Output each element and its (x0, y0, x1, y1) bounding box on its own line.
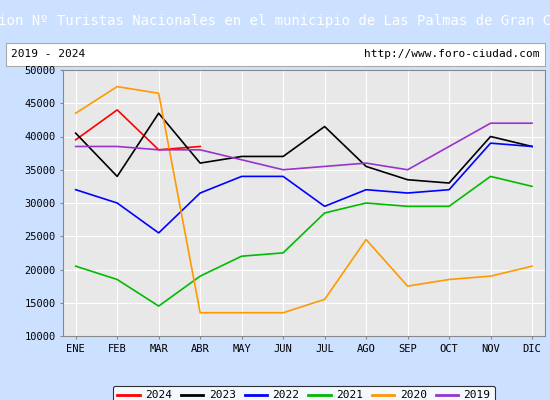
2021 (446, 204, 453, 209)
2019 (487, 121, 494, 126)
2019 (197, 147, 204, 152)
2020 (197, 310, 204, 315)
2022 (114, 200, 120, 205)
2022 (487, 141, 494, 146)
2019 (114, 144, 120, 149)
2023 (114, 174, 120, 179)
2022 (280, 174, 287, 179)
2019 (446, 144, 453, 149)
2019 (280, 167, 287, 172)
2023 (73, 131, 79, 136)
2024 (155, 147, 162, 152)
2020 (238, 310, 245, 315)
2021 (155, 304, 162, 308)
Line: 2020: 2020 (76, 87, 532, 313)
2021 (321, 210, 328, 215)
2022 (73, 187, 79, 192)
2024 (114, 108, 120, 112)
Text: http://www.foro-ciudad.com: http://www.foro-ciudad.com (364, 49, 539, 59)
2020 (73, 111, 79, 116)
2022 (529, 144, 535, 149)
2023 (197, 161, 204, 166)
2023 (404, 177, 411, 182)
Legend: 2024, 2023, 2022, 2021, 2020, 2019: 2024, 2023, 2022, 2021, 2020, 2019 (113, 386, 495, 400)
2022 (238, 174, 245, 179)
2022 (321, 204, 328, 209)
2023 (238, 154, 245, 159)
Text: 2019 - 2024: 2019 - 2024 (11, 49, 85, 59)
2021 (197, 274, 204, 278)
2020 (487, 274, 494, 278)
2022 (155, 230, 162, 235)
2023 (529, 144, 535, 149)
2023 (446, 181, 453, 186)
2021 (363, 200, 370, 205)
2019 (529, 121, 535, 126)
2020 (404, 284, 411, 288)
2021 (114, 277, 120, 282)
2020 (321, 297, 328, 302)
Line: 2023: 2023 (76, 113, 532, 183)
2021 (529, 184, 535, 189)
Text: Evolucion Nº Turistas Nacionales en el municipio de Las Palmas de Gran Canaria: Evolucion Nº Turistas Nacionales en el m… (0, 14, 550, 28)
2021 (487, 174, 494, 179)
2021 (73, 264, 79, 268)
Line: 2021: 2021 (76, 176, 532, 306)
Line: 2022: 2022 (76, 143, 532, 233)
2020 (114, 84, 120, 89)
2020 (363, 237, 370, 242)
2024 (197, 144, 204, 149)
2020 (446, 277, 453, 282)
2019 (404, 167, 411, 172)
2019 (238, 157, 245, 162)
2020 (529, 264, 535, 268)
2019 (321, 164, 328, 169)
2022 (197, 191, 204, 196)
2023 (321, 124, 328, 129)
2023 (155, 111, 162, 116)
2022 (363, 187, 370, 192)
Line: 2024: 2024 (76, 110, 200, 150)
2019 (363, 161, 370, 166)
2020 (155, 91, 162, 96)
2022 (404, 191, 411, 196)
2019 (155, 147, 162, 152)
2022 (446, 187, 453, 192)
2021 (280, 250, 287, 255)
Line: 2019: 2019 (76, 123, 532, 170)
2023 (363, 164, 370, 169)
2020 (280, 310, 287, 315)
2023 (280, 154, 287, 159)
2019 (73, 144, 79, 149)
2021 (404, 204, 411, 209)
2023 (487, 134, 494, 139)
2024 (73, 138, 79, 142)
2021 (238, 254, 245, 258)
